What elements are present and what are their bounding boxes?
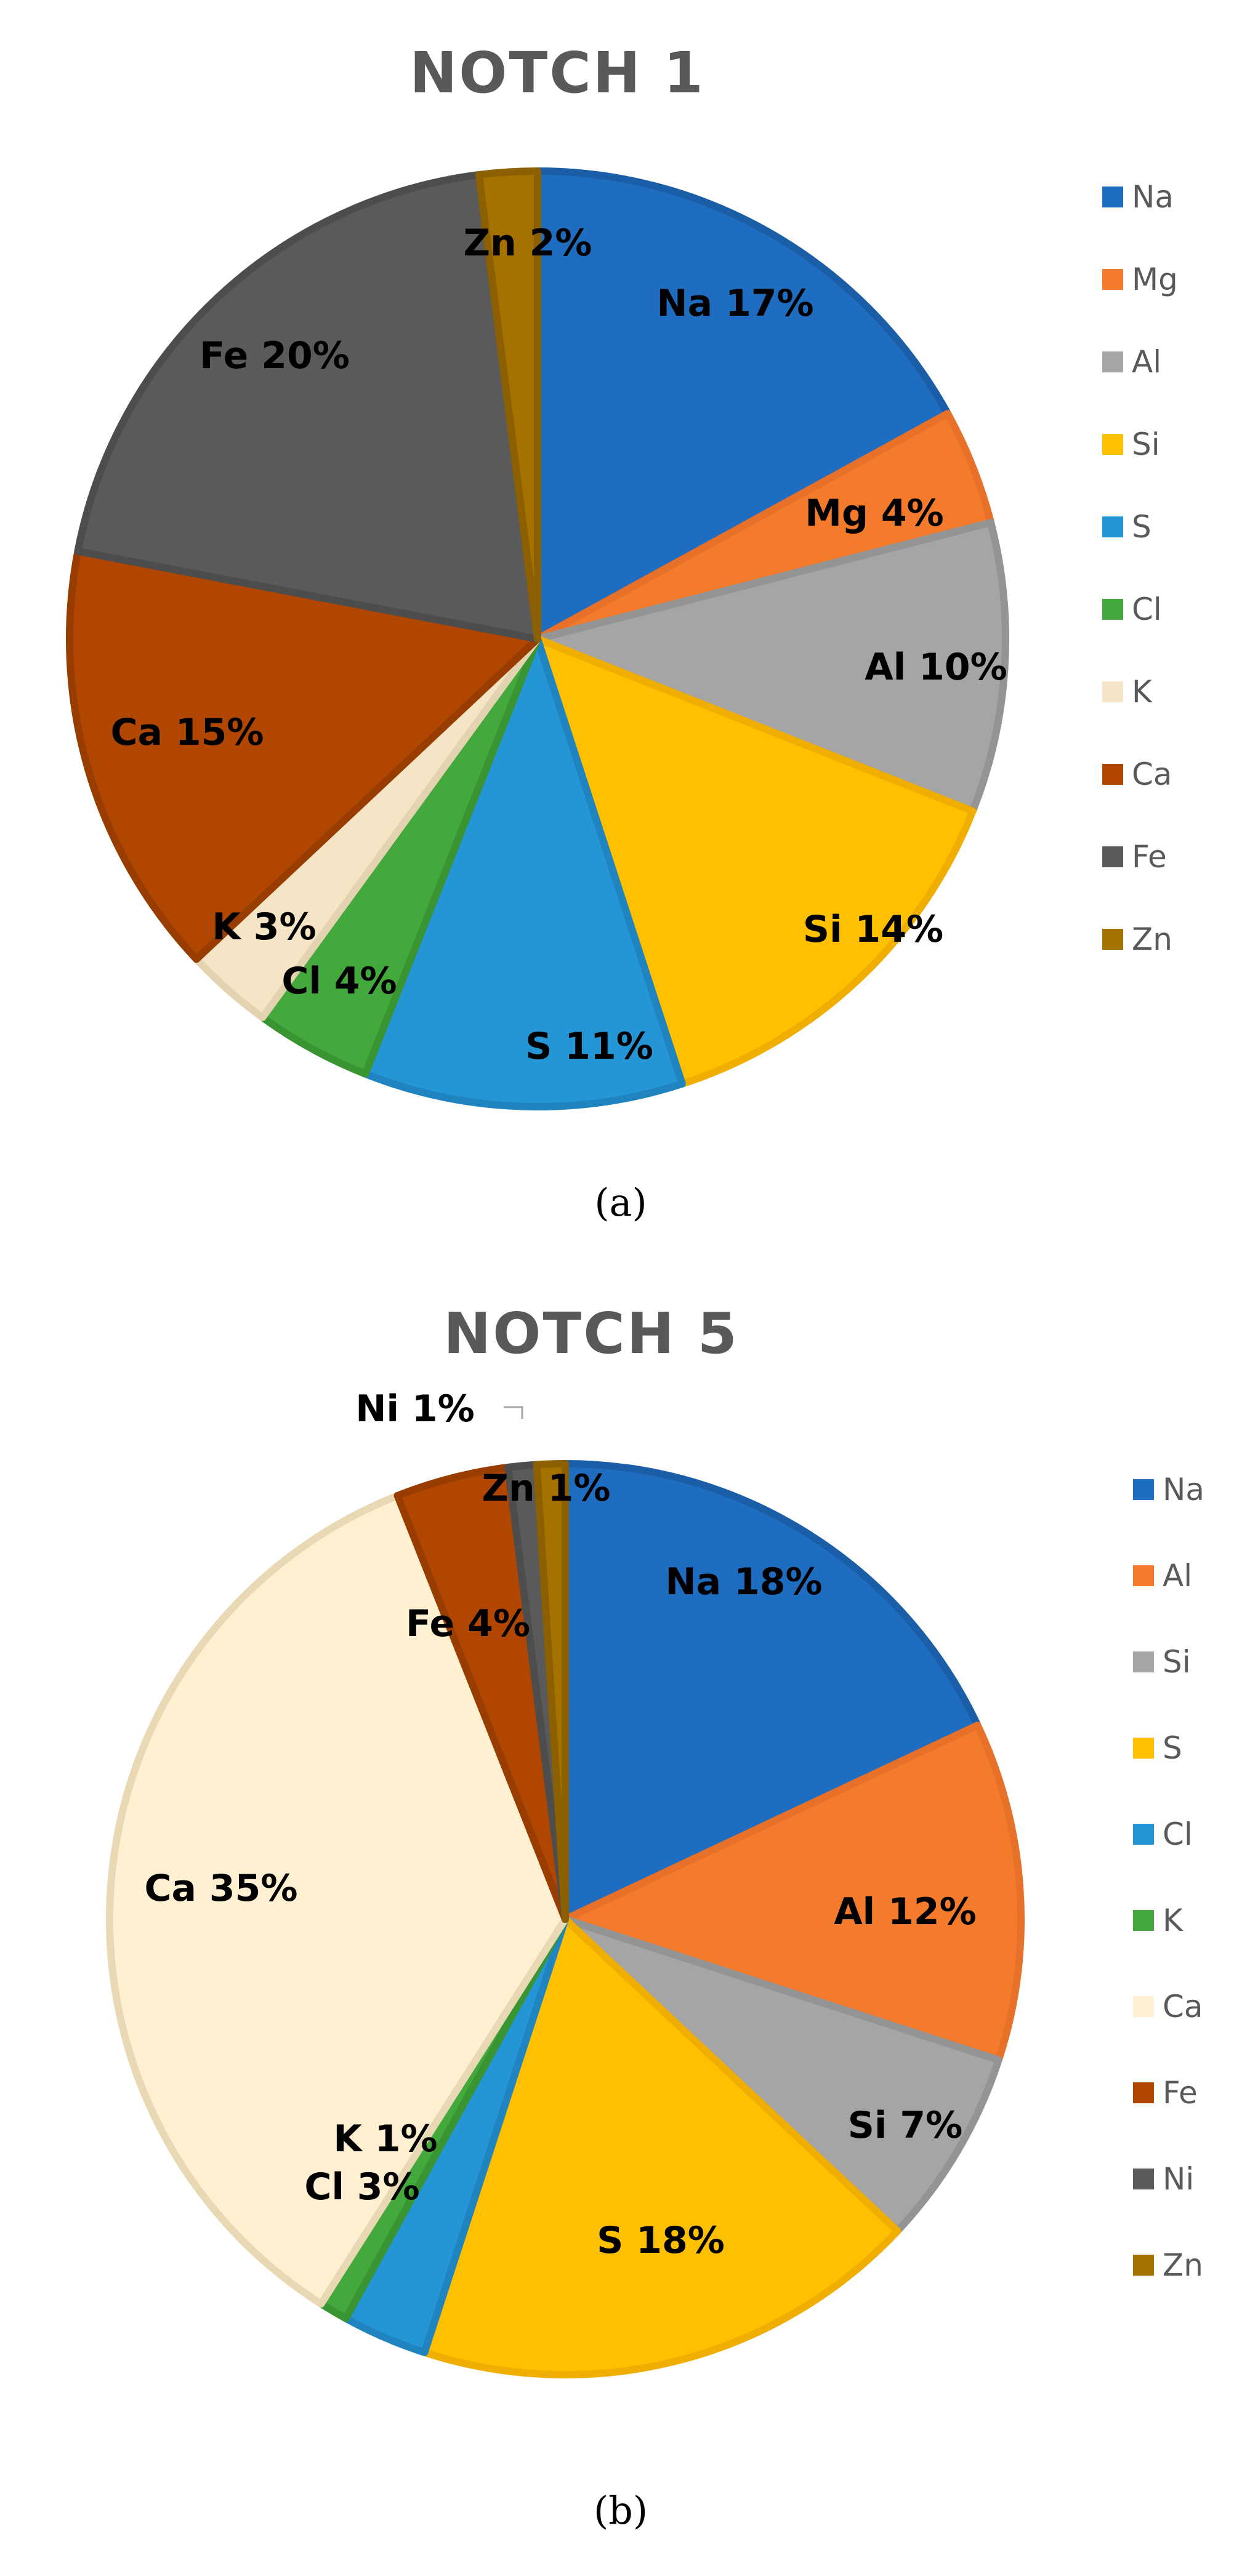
data-label-zn: Zn 1% <box>482 1467 611 1510</box>
legend-label-al: Al <box>1132 344 1161 380</box>
legend-swatch-si <box>1133 1651 1154 1672</box>
legend-swatch-cl <box>1133 1824 1154 1845</box>
legend-label-zn: Zn <box>1163 2247 1203 2283</box>
legend-swatch-ca <box>1133 1996 1154 2017</box>
data-label-si: Si 7% <box>848 2104 963 2147</box>
data-label-cl: Cl 4% <box>281 960 397 1003</box>
legend-swatch-zn <box>1102 929 1123 950</box>
caption-a: (a) <box>594 1180 647 1225</box>
legend-swatch-fe <box>1133 2082 1154 2103</box>
pie-slice-s <box>361 635 686 1110</box>
legend-swatch-zn <box>1133 2255 1154 2276</box>
legend-swatch-fe <box>1102 846 1123 867</box>
legend-label-ca: Ca <box>1163 1989 1203 2024</box>
data-label-fe: Fe 4% <box>406 1602 530 1645</box>
pie-slices-notch-5 <box>106 1460 1025 2378</box>
legend-label-al: Al <box>1163 1558 1192 1594</box>
pie-slice-ca <box>66 547 541 963</box>
legend-label-cl: Cl <box>1163 1816 1193 1852</box>
pie-slice-fe <box>74 171 541 643</box>
data-label-mg: Mg 4% <box>805 492 943 535</box>
pie-slice-zn <box>533 1460 569 1923</box>
data-label-fe: Fe 20% <box>200 334 350 377</box>
pie-slice-s <box>421 1916 901 2378</box>
legend-label-na: Na <box>1163 1472 1204 1507</box>
legend-label-si: Si <box>1132 427 1160 462</box>
data-label-zn: Zn 2% <box>464 222 592 265</box>
legend-label-fe: Fe <box>1163 2075 1198 2111</box>
legend-swatch-ca <box>1102 764 1123 785</box>
caption-b: (b) <box>594 2488 648 2533</box>
legend-notch-1: Na Mg Al Si S Cl K Ca Fe Zn <box>1102 179 1178 957</box>
legend-swatch-cl <box>1102 599 1123 620</box>
ni-leader-line <box>504 1406 523 1419</box>
data-label-s: S 18% <box>597 2219 725 2262</box>
legend-swatch-na <box>1133 1479 1154 1500</box>
data-label-na: Na 18% <box>665 1560 822 1603</box>
pie-slices-notch-1 <box>66 167 1009 1110</box>
data-label-ca: Ca 35% <box>144 1867 297 1910</box>
pie-data-labels-notch-5: Na 18% Al 12% Si 7% S 18% Cl 3%K 1% Ca 35% Fe … <box>144 1387 976 2262</box>
pie-chart-notch-5: NOTCH 5 Na 18% Al 12% Si 7% S 18% Cl 3%K 1% C… <box>106 1301 1204 2533</box>
data-label-cl: Cl 3% <box>304 2165 419 2209</box>
pie-slice-al <box>562 1721 1025 2064</box>
pie-data-labels-notch-1: Na 17% Mg 4% Al 10% Si 14% S 11% Cl 4% K 3% Ca … <box>110 222 1007 1068</box>
legend-swatch-na <box>1102 187 1123 207</box>
legend-swatch-al <box>1102 351 1123 372</box>
data-label-ca: Ca 15% <box>110 711 264 754</box>
pie-slice-na <box>562 1460 982 1923</box>
legend-label-s: S <box>1132 509 1151 545</box>
legend-label-fe: Fe <box>1132 839 1167 875</box>
data-label-na: Na 17% <box>656 282 813 325</box>
legend-label-cl: Cl <box>1132 592 1162 627</box>
chart-title-notch-5: NOTCH 5 <box>443 1301 739 1366</box>
data-label-al: Al 10% <box>865 646 1007 689</box>
data-label-si: Si 14% <box>803 908 943 951</box>
legend-swatch-k <box>1133 1910 1154 1931</box>
data-label-k: K 3% <box>212 905 316 949</box>
legend-label-na: Na <box>1132 179 1174 215</box>
legend-swatch-k <box>1102 681 1123 702</box>
data-label-k: K 1% <box>333 2117 437 2161</box>
legend-label-k: K <box>1132 674 1153 710</box>
legend-swatch-al <box>1133 1565 1154 1586</box>
pie-slice-zn <box>475 167 541 643</box>
legend-label-s: S <box>1163 1730 1182 1766</box>
legend-label-ca: Ca <box>1132 756 1172 792</box>
legend-label-zn: Zn <box>1132 921 1172 957</box>
legend-swatch-si <box>1102 434 1123 455</box>
legend-label-k: K <box>1163 1903 1184 1938</box>
data-label-s: S 11% <box>525 1025 653 1068</box>
pie-slice-na <box>534 167 951 643</box>
legend-label-ni: Ni <box>1163 2161 1194 2197</box>
chart-title-notch-1: NOTCH 1 <box>409 40 705 106</box>
legend-swatch-s <box>1133 1738 1154 1759</box>
data-label-al: Al 12% <box>834 1890 977 1933</box>
pie-slice-si <box>562 1916 1002 2235</box>
legend-label-si: Si <box>1163 1644 1191 1680</box>
pie-slice-al <box>534 519 1009 815</box>
legend-swatch-ni <box>1133 2169 1154 2189</box>
pie-slice-ca <box>106 1491 569 2308</box>
data-label-ni: Ni 1% <box>355 1387 475 1430</box>
legend-swatch-mg <box>1102 269 1123 290</box>
legend-swatch-s <box>1102 516 1123 537</box>
legend-notch-5: Na Al Si S Cl K Ca Fe Ni Zn <box>1133 1472 1204 2283</box>
legend-label-mg: Mg <box>1132 262 1178 297</box>
pie-chart-notch-1: NOTCH 1 Na 17% Mg 4% Al 10% Si 14% S 11% Cl 4… <box>66 40 1178 1225</box>
